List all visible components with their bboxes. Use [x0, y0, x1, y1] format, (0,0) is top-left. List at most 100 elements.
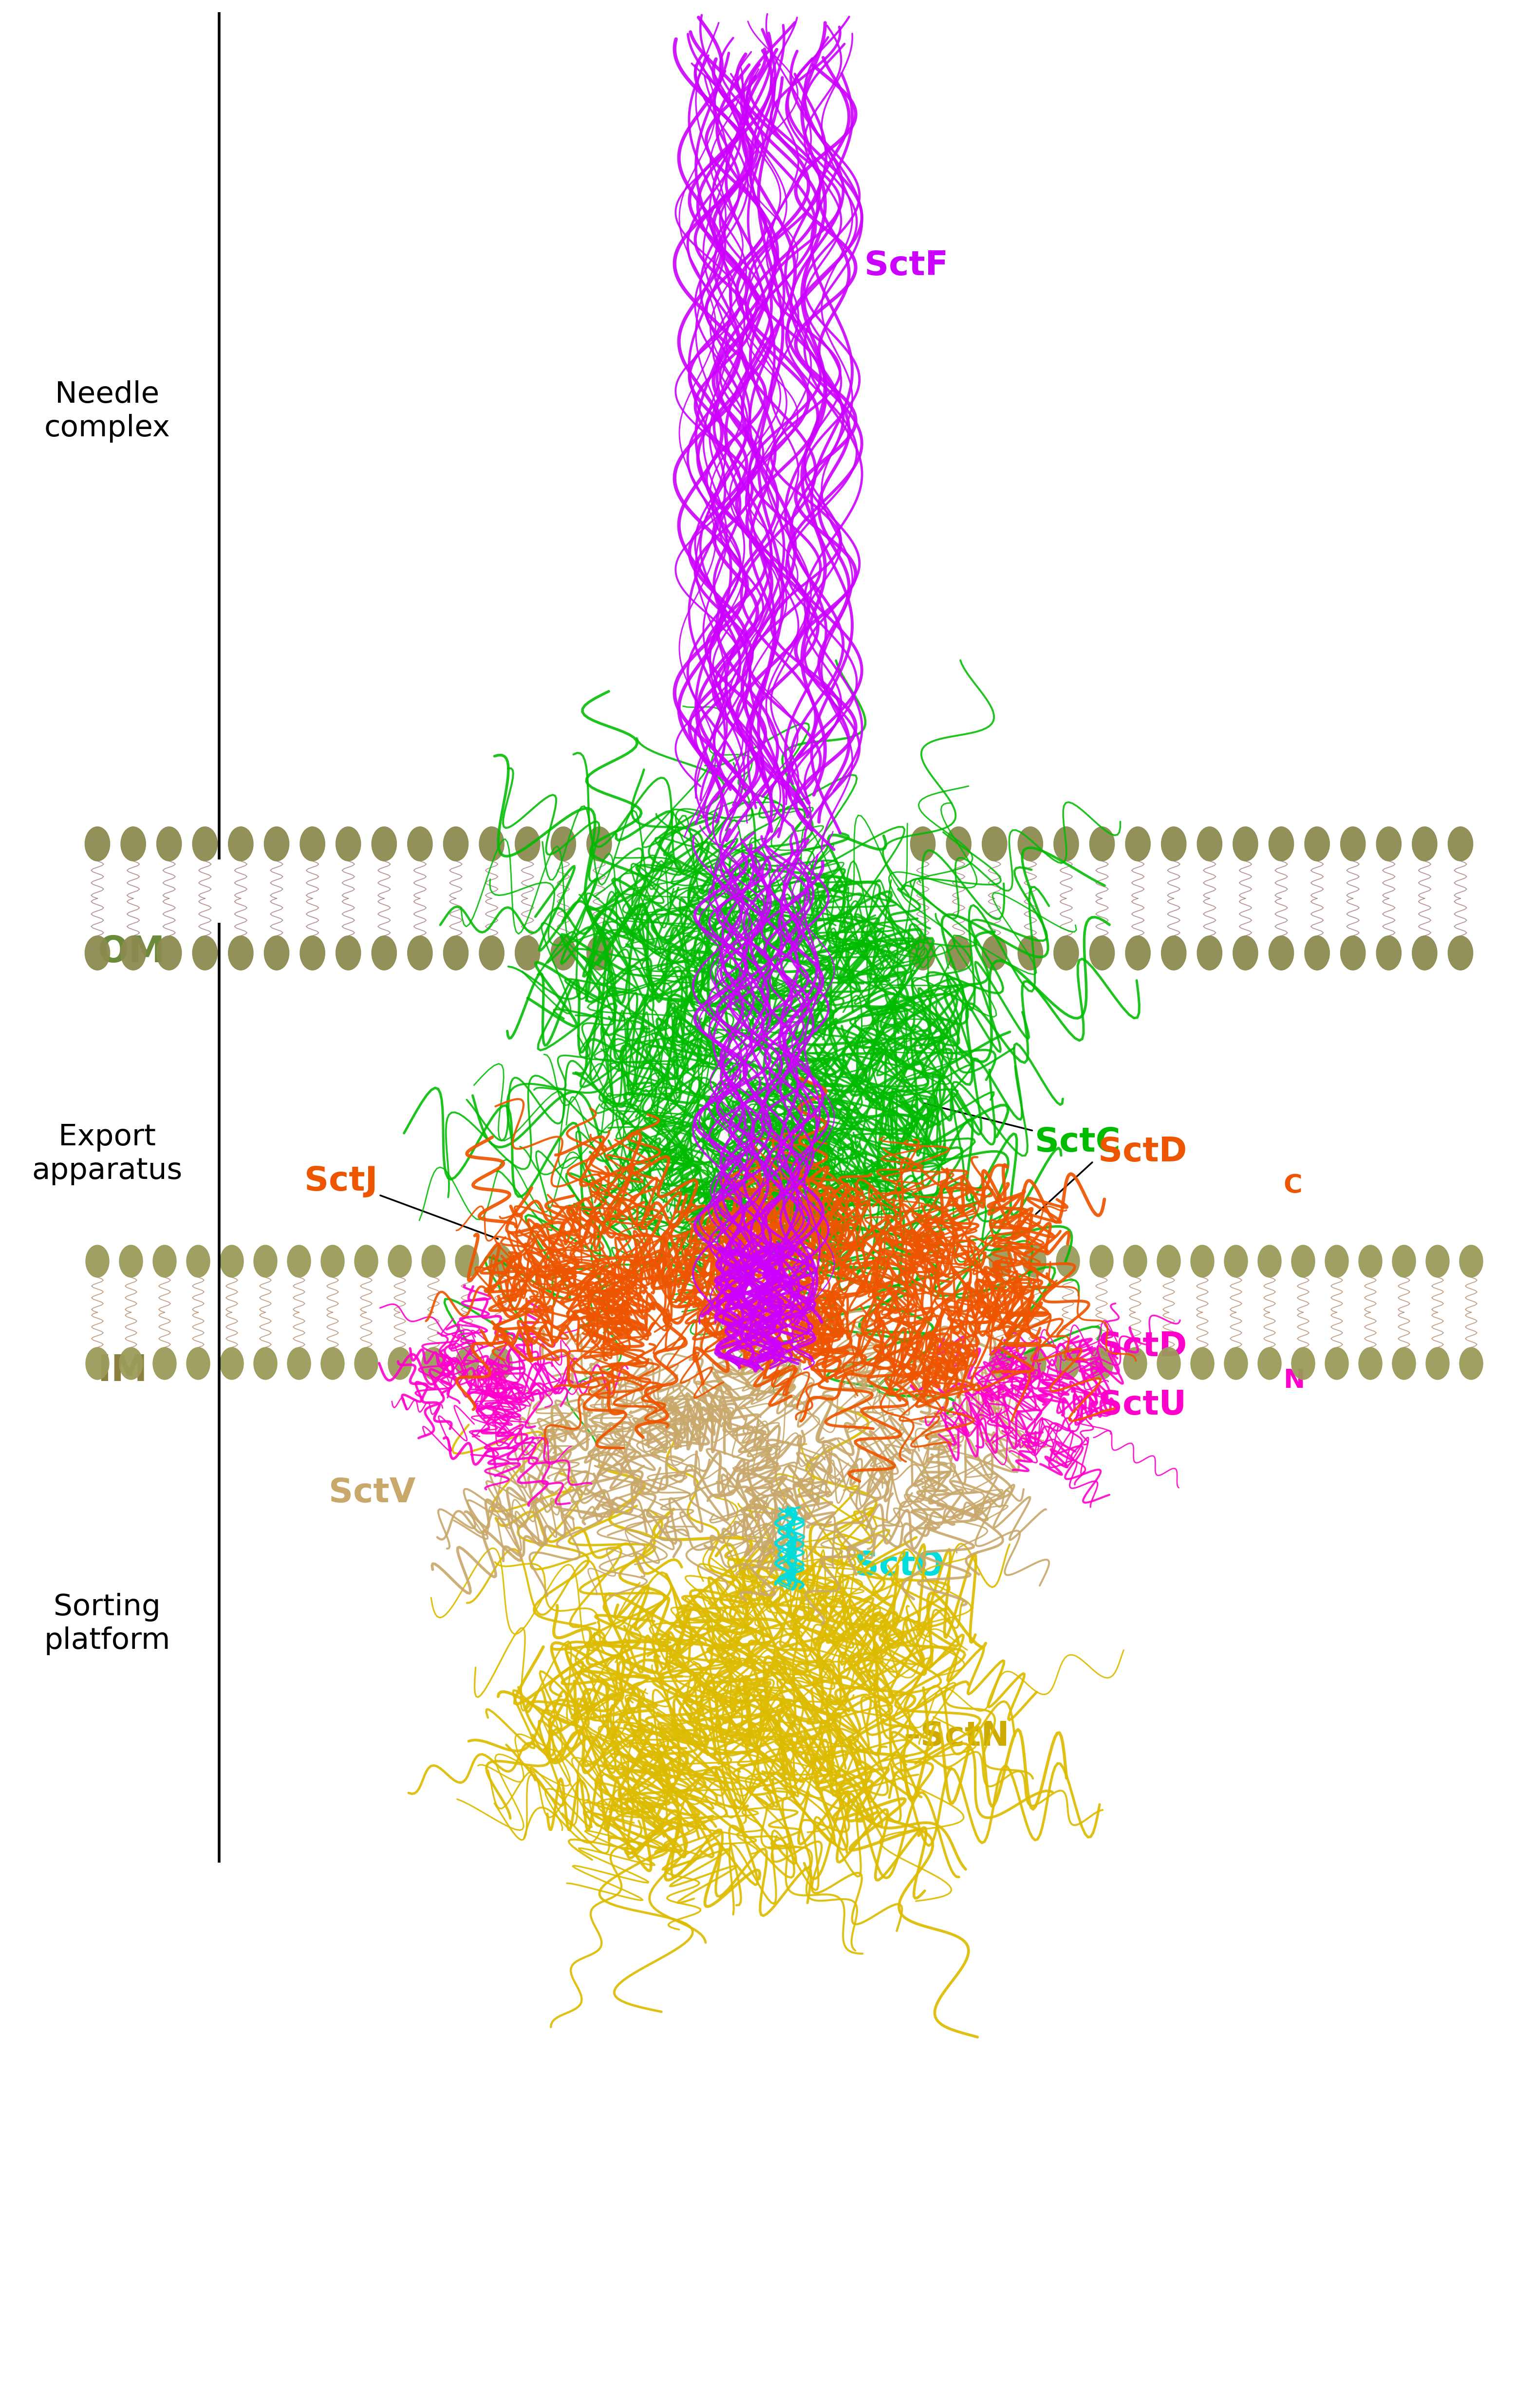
Ellipse shape — [388, 1245, 411, 1276]
Ellipse shape — [1089, 1245, 1114, 1276]
Ellipse shape — [287, 1245, 311, 1276]
Ellipse shape — [982, 937, 1006, 970]
Ellipse shape — [253, 1348, 278, 1380]
Ellipse shape — [489, 1245, 512, 1276]
Ellipse shape — [1161, 937, 1186, 970]
Ellipse shape — [1197, 937, 1223, 970]
Text: SctD: SctD — [1098, 1134, 1187, 1168]
Ellipse shape — [1459, 1348, 1483, 1380]
Text: SctU: SctU — [1098, 1389, 1186, 1421]
Ellipse shape — [219, 1348, 244, 1380]
Ellipse shape — [1233, 937, 1258, 970]
Text: OM: OM — [97, 934, 164, 970]
Ellipse shape — [1269, 937, 1293, 970]
Ellipse shape — [121, 937, 146, 970]
Ellipse shape — [479, 826, 505, 862]
Ellipse shape — [336, 937, 360, 970]
Ellipse shape — [456, 1245, 479, 1276]
Text: –SctN: –SctN — [904, 1719, 1009, 1753]
Ellipse shape — [253, 1245, 278, 1276]
Text: IM: IM — [97, 1353, 147, 1389]
Ellipse shape — [219, 1245, 244, 1276]
Ellipse shape — [422, 1245, 445, 1276]
Ellipse shape — [910, 826, 936, 862]
Ellipse shape — [1190, 1245, 1213, 1276]
Ellipse shape — [1448, 826, 1473, 862]
Ellipse shape — [586, 937, 612, 970]
Ellipse shape — [321, 1245, 344, 1276]
Ellipse shape — [1126, 937, 1150, 970]
Text: SctF: SctF — [864, 248, 948, 282]
Ellipse shape — [121, 826, 146, 862]
Ellipse shape — [187, 1348, 210, 1380]
Ellipse shape — [1304, 826, 1330, 862]
Text: Sorting
platform: Sorting platform — [44, 1594, 170, 1654]
Ellipse shape — [1427, 1245, 1450, 1276]
Ellipse shape — [1190, 1348, 1213, 1380]
Ellipse shape — [1258, 1348, 1281, 1380]
Ellipse shape — [1023, 1245, 1046, 1276]
Ellipse shape — [301, 937, 325, 970]
Ellipse shape — [1089, 1348, 1114, 1380]
Ellipse shape — [287, 1348, 311, 1380]
Ellipse shape — [1123, 1348, 1147, 1380]
Ellipse shape — [989, 1348, 1012, 1380]
Ellipse shape — [1304, 937, 1330, 970]
Ellipse shape — [1233, 826, 1258, 862]
Ellipse shape — [1019, 826, 1043, 862]
Ellipse shape — [422, 1348, 445, 1380]
Ellipse shape — [946, 937, 971, 970]
Ellipse shape — [187, 1245, 210, 1276]
Ellipse shape — [1157, 1245, 1181, 1276]
Ellipse shape — [1161, 826, 1186, 862]
Ellipse shape — [1325, 1245, 1348, 1276]
Ellipse shape — [1057, 1348, 1080, 1380]
Ellipse shape — [354, 1348, 377, 1380]
Ellipse shape — [1325, 1348, 1348, 1380]
Ellipse shape — [86, 1348, 109, 1380]
Text: Needle
complex: Needle complex — [44, 380, 170, 443]
Ellipse shape — [84, 937, 110, 970]
Ellipse shape — [551, 937, 575, 970]
Ellipse shape — [989, 1245, 1012, 1276]
Ellipse shape — [264, 826, 288, 862]
Ellipse shape — [120, 1348, 143, 1380]
Ellipse shape — [408, 937, 433, 970]
Ellipse shape — [1376, 826, 1401, 862]
Ellipse shape — [1054, 826, 1078, 862]
Ellipse shape — [1258, 1245, 1281, 1276]
Ellipse shape — [1057, 1245, 1080, 1276]
Ellipse shape — [443, 826, 468, 862]
Ellipse shape — [1341, 937, 1365, 970]
Text: SctC: SctC — [923, 1103, 1120, 1158]
Ellipse shape — [1054, 937, 1078, 970]
Ellipse shape — [156, 826, 181, 862]
Ellipse shape — [1089, 937, 1115, 970]
Ellipse shape — [264, 937, 288, 970]
Ellipse shape — [1459, 1245, 1483, 1276]
Ellipse shape — [946, 826, 971, 862]
Ellipse shape — [1019, 937, 1043, 970]
Ellipse shape — [1224, 1245, 1247, 1276]
Ellipse shape — [489, 1348, 512, 1380]
Ellipse shape — [84, 826, 110, 862]
Ellipse shape — [371, 937, 397, 970]
Ellipse shape — [443, 937, 468, 970]
Ellipse shape — [1292, 1348, 1315, 1380]
Ellipse shape — [153, 1245, 176, 1276]
Ellipse shape — [1427, 1348, 1450, 1380]
Text: SctD: SctD — [1098, 1329, 1187, 1363]
Ellipse shape — [456, 1348, 479, 1380]
Ellipse shape — [910, 937, 936, 970]
Ellipse shape — [1413, 826, 1437, 862]
Ellipse shape — [1197, 826, 1223, 862]
Text: N: N — [1284, 1368, 1305, 1394]
Ellipse shape — [1292, 1245, 1315, 1276]
Ellipse shape — [229, 826, 253, 862]
Ellipse shape — [1023, 1348, 1046, 1380]
Ellipse shape — [192, 937, 218, 970]
Ellipse shape — [1269, 826, 1293, 862]
Ellipse shape — [1448, 937, 1473, 970]
Ellipse shape — [1123, 1245, 1147, 1276]
Ellipse shape — [321, 1348, 344, 1380]
